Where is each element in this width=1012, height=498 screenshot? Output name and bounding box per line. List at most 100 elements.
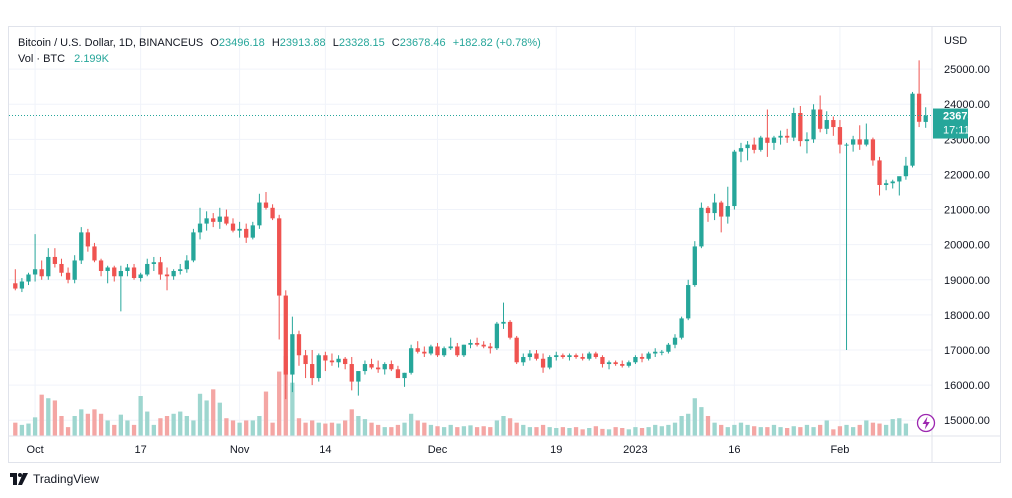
candle: [738, 142, 744, 163]
volume-bar: [831, 429, 836, 436]
candle-body: [824, 120, 829, 129]
alert-icon[interactable]: [916, 413, 936, 433]
candle-body: [257, 202, 262, 226]
ohlc-row: Bitcoin / U.S. Dollar, 1D, BINANCEUS O23…: [18, 35, 541, 51]
candle: [613, 360, 618, 366]
volume-bar: [329, 422, 335, 436]
candle-body: [217, 216, 222, 222]
volume-bar: [534, 427, 539, 436]
candle-body: [580, 357, 585, 359]
volume-bar: [290, 382, 295, 436]
candle: [653, 348, 658, 358]
candle: [46, 248, 51, 280]
candle: [131, 263, 137, 280]
candle-body: [864, 139, 869, 145]
volume-bar: [362, 419, 368, 436]
candle-body: [870, 139, 876, 161]
volume-bar: [580, 429, 585, 436]
candle-body: [923, 115, 928, 122]
tradingview-logo-icon: [10, 473, 28, 485]
candle: [824, 111, 829, 135]
tradingview-footer[interactable]: TradingView: [10, 472, 99, 486]
candle: [600, 355, 605, 368]
candle-body: [752, 144, 757, 150]
candle-body: [818, 109, 823, 129]
candle: [382, 362, 387, 375]
volume-bar: [659, 426, 664, 436]
volume-bar: [699, 407, 704, 436]
candle-body: [540, 358, 546, 368]
candle-body: [270, 207, 275, 219]
volume-bar: [26, 423, 31, 436]
candle-body: [844, 144, 849, 146]
candle-body: [613, 362, 618, 365]
price-tag-countdown: 17:11:38: [943, 125, 985, 137]
candle: [13, 269, 18, 291]
candle: [435, 342, 440, 358]
volume-bar: [441, 427, 447, 436]
candle-body: [488, 346, 493, 349]
candle-body: [191, 232, 196, 261]
volume-bar: [422, 422, 427, 436]
candle-body: [39, 269, 44, 277]
candle-body: [250, 225, 255, 238]
candle: [303, 349, 308, 379]
candle: [105, 265, 110, 284]
symbol-title[interactable]: Bitcoin / U.S. Dollar, 1D, BINANCEUS: [18, 37, 204, 49]
volume-bar: [415, 420, 420, 436]
volume-bar: [606, 429, 612, 436]
price-tick-label: 19000.00: [944, 275, 990, 287]
candle: [672, 334, 678, 349]
candle-body: [422, 351, 427, 354]
candle: [257, 193, 262, 229]
candle: [270, 204, 275, 221]
volume-bar: [131, 424, 137, 436]
candle: [145, 258, 150, 277]
candle: [560, 353, 566, 359]
candle-body: [336, 358, 341, 363]
candle: [587, 351, 592, 361]
candle: [26, 272, 31, 286]
candle-body: [791, 113, 796, 138]
volume-bar: [197, 393, 203, 436]
candle-body: [13, 283, 18, 289]
time-tick-label: Nov: [230, 444, 250, 456]
candle-body: [230, 223, 236, 231]
candle-body: [600, 357, 605, 365]
candle-body: [507, 321, 513, 338]
candle: [65, 267, 71, 284]
candle-body: [831, 120, 836, 128]
candle: [448, 337, 453, 350]
volume-bar: [626, 429, 631, 436]
candle-body: [527, 353, 533, 358]
volume-bar: [811, 427, 816, 436]
volume-bar: [303, 422, 308, 436]
price-tag-value: 23678.46: [943, 111, 989, 123]
candle: [98, 258, 104, 277]
volume-bar: [250, 420, 255, 436]
volume-bar: [527, 427, 533, 436]
price-tick-label: 17000.00: [944, 345, 990, 357]
volume-bar: [435, 426, 440, 436]
volume-bar: [712, 422, 717, 436]
volume-bar: [224, 418, 229, 436]
candle-body: [349, 364, 354, 382]
candle: [164, 267, 170, 291]
candle: [224, 209, 229, 226]
candle: [296, 330, 302, 366]
candle: [151, 256, 156, 271]
volume-bar: [92, 409, 97, 436]
volume-bar: [151, 424, 156, 436]
volume-bar: [118, 414, 123, 436]
candle: [422, 346, 427, 358]
volume-bar: [639, 428, 645, 436]
candle: [890, 179, 895, 189]
volume-bar: [732, 424, 737, 436]
volume-bar: [719, 424, 724, 436]
candle: [316, 353, 321, 382]
time-tick-label: Oct: [27, 444, 44, 456]
candle-body: [224, 216, 229, 224]
volume-label[interactable]: Vol · BTC: [18, 53, 66, 65]
candle-body: [679, 318, 684, 338]
